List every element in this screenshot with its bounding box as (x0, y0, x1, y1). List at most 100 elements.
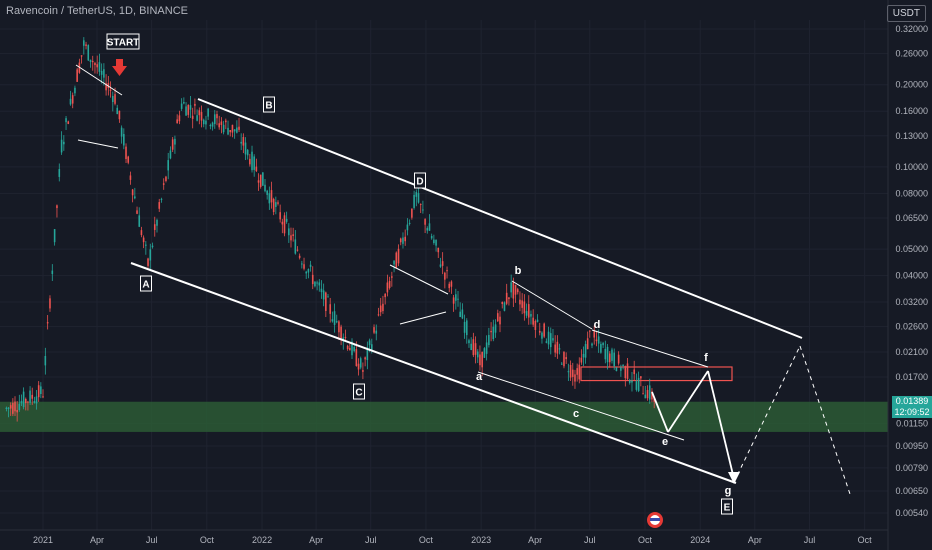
x-tick-label: Jul (146, 535, 158, 545)
candle-body (268, 193, 271, 204)
candle-body (58, 169, 61, 177)
candle-body (89, 59, 92, 63)
candle-body (499, 316, 501, 325)
candle-body (183, 102, 185, 104)
candle-body (479, 354, 481, 366)
candle-body (457, 298, 459, 300)
candle-body (198, 110, 201, 116)
currency-label[interactable]: USDT (886, 5, 926, 22)
candle-body (322, 290, 325, 300)
candle-body (83, 40, 85, 46)
wave-label-D-box (414, 172, 426, 189)
future-path-line (733, 345, 801, 483)
candle-body (65, 118, 67, 123)
candle-body (229, 129, 232, 133)
candle-body (42, 396, 44, 398)
candle-body (441, 261, 444, 266)
chart-title: Ravencoin / TetherUS, 1D, BINANCE (6, 5, 188, 17)
x-tick-label: Jul (584, 535, 596, 545)
wave-label-f: f (704, 352, 708, 364)
candle-body (362, 370, 364, 372)
candle-body (290, 235, 292, 241)
candle-body (277, 202, 279, 204)
candle-body (91, 60, 94, 63)
start-arrow-icon (112, 66, 127, 76)
candles (5, 37, 655, 422)
candle-body (266, 190, 268, 195)
x-tick-label: Jul (804, 535, 816, 545)
candle-body (167, 160, 170, 171)
candle-body (534, 321, 537, 330)
candle-body (450, 281, 453, 287)
x-tick-label: Apr (309, 535, 323, 545)
triangle-line (399, 311, 447, 325)
wedge-upper-line (511, 280, 593, 330)
candle-body (571, 369, 574, 377)
candle-body (386, 282, 389, 293)
y-tick-label: 0.04000 (895, 271, 928, 281)
candle-body (46, 322, 49, 324)
wedge-upper-line (591, 329, 709, 368)
candle-body (196, 115, 198, 121)
candle-body (12, 402, 14, 414)
candle-body (257, 180, 260, 183)
candle-body (233, 129, 236, 132)
candle-body (563, 352, 565, 367)
x-tick-label: Jul (365, 535, 377, 545)
candle-body (114, 94, 116, 104)
candle-body (344, 336, 347, 338)
candle-body (549, 333, 552, 348)
projection-line (667, 370, 709, 433)
candle-body (591, 343, 593, 346)
candle-body (301, 263, 303, 265)
candle-body (404, 236, 406, 242)
candle-body (29, 390, 31, 403)
x-tick-label: Oct (419, 535, 434, 545)
candle-body (465, 320, 468, 336)
candle-body (503, 302, 506, 311)
wedge-lower-line (477, 371, 685, 441)
candle-body (648, 385, 651, 400)
candle-body (382, 303, 384, 312)
candle-body (109, 89, 112, 91)
wave-label-B-box (263, 96, 275, 113)
candle-body (94, 63, 96, 66)
candle-body (294, 239, 297, 254)
candle-body (129, 175, 132, 180)
candle-body (461, 309, 464, 319)
candle-body (397, 248, 400, 264)
wave-label-A-box (140, 275, 152, 292)
zones (0, 366, 888, 432)
candle-body (180, 103, 183, 109)
candle-body (33, 401, 36, 403)
candle-body (123, 134, 125, 146)
candle-body (209, 124, 212, 127)
candle-body (543, 323, 545, 337)
support-zone (0, 401, 888, 432)
wave-label-b: b (515, 265, 522, 277)
candle-body (127, 156, 130, 163)
candle-body (604, 348, 607, 360)
grid (0, 20, 888, 530)
wave-label-E: E (724, 503, 731, 514)
candle-body (346, 345, 349, 350)
candle-body (335, 321, 338, 323)
candle-body (624, 366, 627, 379)
candle-body (153, 224, 156, 230)
candle-body (384, 293, 386, 298)
x-tick-label: Oct (858, 535, 873, 545)
candle-body (147, 258, 149, 266)
candle-body (318, 282, 321, 286)
wave-label-start: START (107, 38, 140, 49)
candle-body (439, 264, 442, 267)
wave-label-C-box (353, 383, 365, 400)
candle-body (87, 45, 90, 61)
candle-body (554, 344, 556, 353)
candle-body (485, 342, 488, 354)
x-tick-label: 2021 (33, 535, 53, 545)
candle-body (428, 223, 431, 231)
candle-body (296, 249, 299, 251)
y-tick-label: 0.20000 (895, 80, 928, 90)
candle-body (631, 380, 633, 383)
